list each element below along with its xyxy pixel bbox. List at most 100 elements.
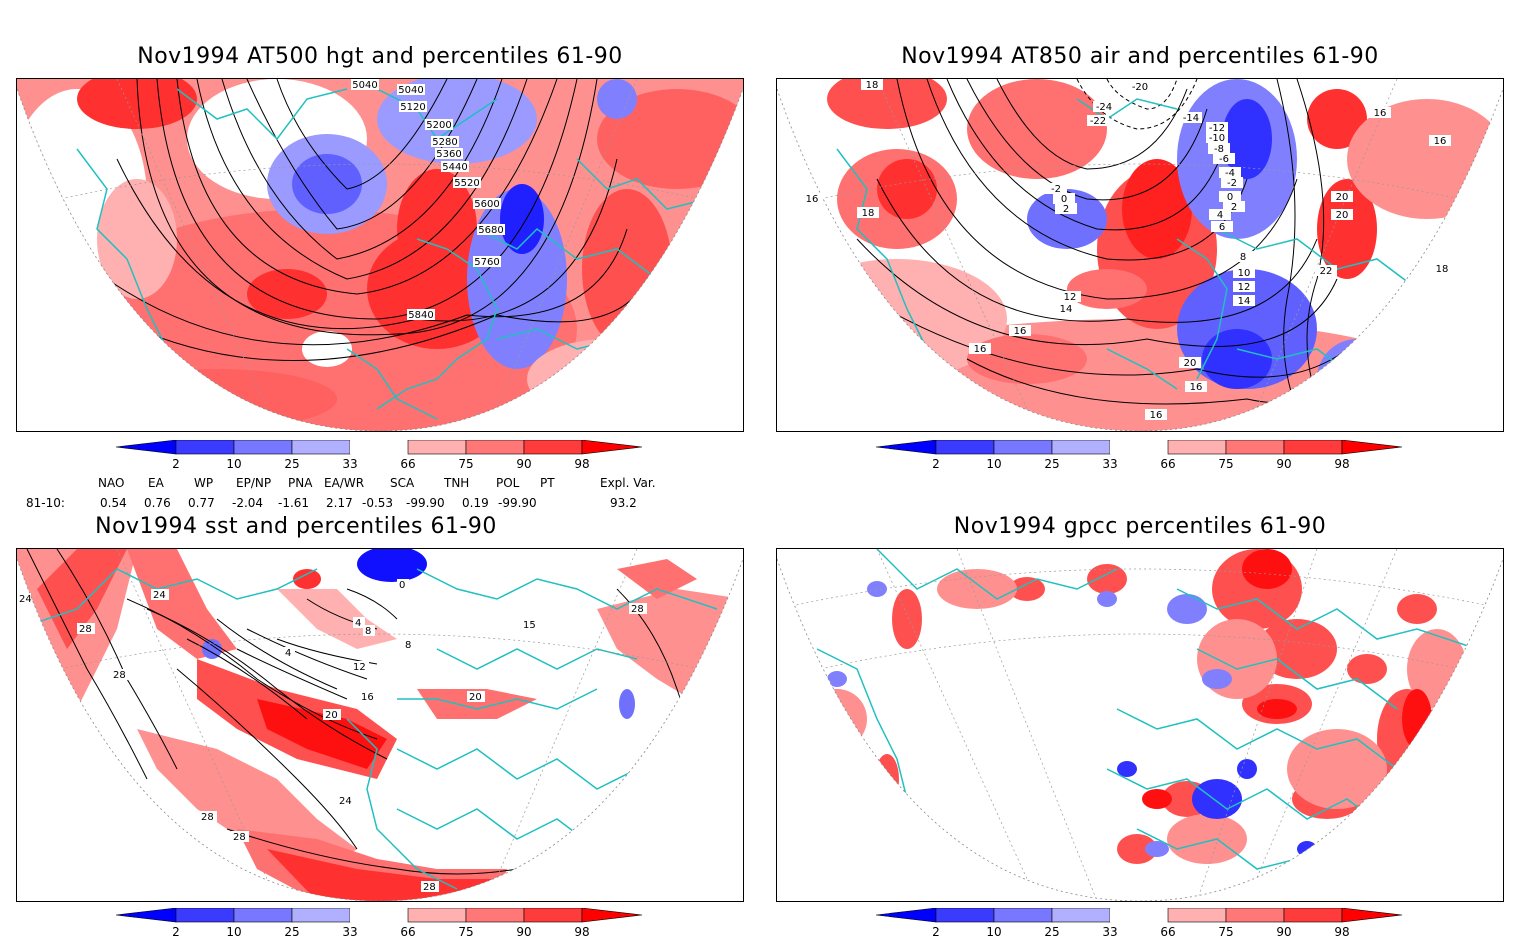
contour-label: 4 (355, 618, 361, 629)
colorbar-label: 25 (1044, 457, 1059, 471)
tc-header-cell: TNH (444, 476, 470, 490)
colorbar-label: 33 (1102, 457, 1117, 471)
contour-label: 24 (153, 590, 166, 601)
contour-label: -8 (1214, 144, 1224, 155)
contour-label: 20 (1336, 210, 1349, 221)
colorbar-label: 90 (1276, 457, 1291, 471)
colorbar-label: 25 (284, 457, 299, 471)
contour-label: 5280 (432, 137, 457, 148)
contour-label: 24 (339, 796, 352, 807)
contour-label: 28 (79, 624, 92, 635)
contour-label: 16 (1374, 108, 1387, 119)
tc-value-cell: 0.76 (144, 496, 171, 510)
colorbar-sst: 2 10 25 33 66 75 90 98 (115, 907, 646, 940)
tc-header-cell: WP (194, 476, 214, 490)
tc-value-cell: -99.90 (406, 496, 445, 510)
contour-label: 8 (365, 626, 371, 637)
colorbar-label: 2 (172, 457, 180, 471)
contour-label: 12 (353, 662, 366, 673)
contour-label: 20 (1184, 358, 1197, 369)
contour-label: 16 (1190, 382, 1203, 393)
colorbar-label: 90 (1276, 925, 1291, 939)
contour-label: 15 (523, 620, 536, 631)
tc-value-cell: 0.77 (188, 496, 215, 510)
contour-label: -10 (1209, 133, 1225, 144)
teleconnection-table: NAO EA WP EP/NP PNA EA/WR SCA TNH POL PT… (20, 474, 740, 514)
contour-label: 22 (1320, 266, 1333, 277)
contour-label: 28 (423, 882, 436, 893)
contour-label: 5520 (454, 178, 479, 189)
colorbar-svg: 2 10 25 33 66 75 90 98 (875, 439, 1403, 471)
contour-label: 12 (1064, 292, 1077, 303)
contour-label: 4 (285, 648, 291, 659)
contour-label: 16 (974, 344, 987, 355)
contour-label: 5200 (426, 120, 451, 131)
colorbar-label: 90 (516, 457, 531, 471)
contour-label: 20 (325, 710, 338, 721)
colorbar-label: 33 (342, 925, 357, 939)
contour-label: 0 (399, 580, 405, 591)
contour-label: -12 (1209, 123, 1225, 134)
tc-header-cell: PT (540, 476, 555, 490)
colorbar-label: 98 (574, 457, 589, 471)
contour-label: 10 (1238, 268, 1251, 279)
contour-label: 14 (1060, 304, 1073, 315)
panel-title-gpcc: Nov1994 gpcc percentiles 61-90 (953, 514, 1327, 539)
colorbar-gpcc: 2 10 25 33 66 75 90 98 (875, 907, 1406, 940)
colorbar-label: 75 (1218, 457, 1233, 471)
contour-label: 5360 (436, 149, 461, 160)
colorbar-label: 25 (284, 925, 299, 939)
colorbar-label: 10 (986, 457, 1001, 471)
tc-header-cell: NAO (98, 476, 125, 490)
colorbar-label: 75 (458, 457, 473, 471)
colorbar-label: 2 (932, 457, 940, 471)
contour-label: 2 (1231, 202, 1237, 213)
contour-labels-air850: -20 -24 -22 -14 -12 -10 -8 -6 -4 -2 -2 0… (801, 79, 1453, 421)
contour-label: 5760 (474, 257, 499, 268)
colorbar-svg: 2 10 25 33 66 75 90 98 (115, 439, 643, 471)
colorbar-air850: 2 10 25 33 66 75 90 98 (875, 439, 1406, 472)
colorbar-label: 2 (932, 925, 940, 939)
contour-label: 20 (1336, 192, 1349, 203)
colorbar-label: 75 (1218, 925, 1233, 939)
tc-value-cell: -0.53 (362, 496, 394, 510)
tc-value-cell: 0.54 (100, 496, 127, 510)
colorbar-label: 10 (986, 925, 1001, 939)
colorbar-label: 98 (1334, 925, 1349, 939)
contour-label: 28 (201, 812, 214, 823)
contour-label: 24 (19, 594, 32, 605)
contour-label: 6 (1219, 222, 1225, 233)
contour-labels-hgt500: 5040 5040 5120 5200 5280 5360 5440 5520 … (351, 79, 505, 321)
contour-label: 0 (1227, 192, 1233, 203)
tc-header-cell: EA/WR (324, 476, 365, 490)
tc-header-cell: EP/NP (236, 476, 272, 490)
tc-header-cell: SCA (390, 476, 415, 490)
panel-title-sst: Nov1994 sst and percentiles 61-90 (95, 514, 497, 539)
map-panel-sst: 24 24 28 28 28 28 28 0 4 4 8 8 12 15 16 … (16, 548, 744, 902)
contour-label: -20 (1132, 82, 1148, 93)
contour-label: 4 (1217, 210, 1223, 221)
tc-value-cell: 2.17 (326, 496, 353, 510)
colorbar-svg: 2 10 25 33 66 75 90 98 (875, 907, 1403, 939)
contour-label: 8 (1240, 252, 1246, 263)
contour-label: 16 (361, 692, 374, 703)
contour-label: -14 (1183, 113, 1199, 124)
contour-label: 18 (1436, 264, 1449, 275)
colorbar-label: 2 (172, 925, 180, 939)
contour-label: 28 (233, 832, 246, 843)
contour-label: 28 (113, 670, 126, 681)
colorbar-svg: 2 10 25 33 66 75 90 98 (115, 907, 643, 939)
contour-label: 16 (1150, 410, 1163, 421)
colorbar-label: 66 (1160, 457, 1175, 471)
colorbar-label: 10 (226, 925, 241, 939)
contour-label: 0 (1061, 194, 1067, 205)
contour-label: 12 (1238, 282, 1251, 293)
contour-label: 5680 (478, 225, 503, 236)
contour-label: 16 (806, 194, 819, 205)
tc-value-cell: -2.04 (232, 496, 264, 510)
contour-label: -2 (1227, 178, 1237, 189)
contour-label: -4 (1225, 168, 1235, 179)
contour-label: 5040 (352, 80, 377, 91)
tc-row-label: 81-10: (26, 496, 65, 510)
contour-label: 5600 (474, 199, 499, 210)
